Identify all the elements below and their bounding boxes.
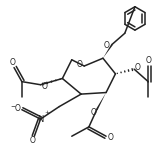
Text: O: O xyxy=(103,41,109,50)
Text: O: O xyxy=(135,63,141,72)
Text: O: O xyxy=(108,133,114,142)
Text: O: O xyxy=(30,136,36,145)
Text: −: − xyxy=(11,103,16,108)
Polygon shape xyxy=(103,44,113,58)
Text: O: O xyxy=(145,56,151,65)
Text: O: O xyxy=(41,82,47,91)
Text: O: O xyxy=(15,104,21,113)
Text: +: + xyxy=(44,110,49,115)
Polygon shape xyxy=(96,92,106,110)
Text: O: O xyxy=(77,60,83,69)
Text: O: O xyxy=(91,108,97,117)
Text: O: O xyxy=(10,58,15,67)
Text: N: N xyxy=(37,115,44,124)
